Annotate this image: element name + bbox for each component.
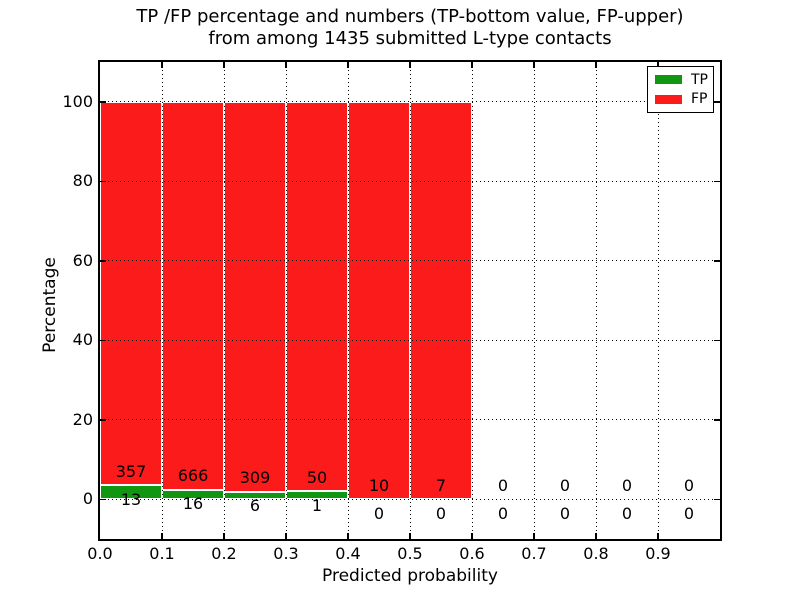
- y-tick-label: 20: [72, 409, 93, 429]
- fp-count-label: 357: [115, 461, 147, 481]
- legend-entry: FP: [655, 91, 708, 108]
- x-tick-mark-bottom: [347, 533, 349, 539]
- x-tick-mark-top: [533, 62, 535, 68]
- x-tick-mark-top: [161, 62, 163, 68]
- x-tick-mark-top: [409, 62, 411, 68]
- x-tick-label: 0.9: [645, 544, 671, 563]
- fp-bar: [410, 101, 472, 500]
- tp-count-label: 13: [120, 489, 142, 509]
- x-axis-label: Predicted probability: [322, 566, 498, 586]
- x-tick-label: 0.8: [583, 544, 609, 563]
- x-tick-mark-top: [657, 62, 659, 68]
- y-tick-mark-right: [714, 339, 720, 341]
- tp-count-label: 6: [249, 496, 261, 516]
- y-tick-mark-right: [714, 419, 720, 421]
- fp-bar: [348, 101, 410, 500]
- y-tick-label: 40: [72, 330, 93, 350]
- fp-bar: [286, 101, 348, 492]
- x-tick-label: 0.1: [149, 544, 175, 563]
- x-tick-mark-bottom: [471, 533, 473, 539]
- x-tick-mark-bottom: [657, 533, 659, 539]
- tp-count-label: 0: [435, 503, 447, 523]
- y-tick-mark-left: [100, 101, 106, 103]
- legend-entry: TP: [655, 71, 708, 88]
- tp-legend-swatch: [655, 75, 682, 85]
- legend-entry-label: TP: [691, 71, 708, 88]
- x-tick-label: 0.3: [273, 544, 299, 563]
- v-gridline: [409, 62, 411, 539]
- v-gridline: [595, 62, 597, 539]
- chart-title-line2: from among 1435 submitted L-type contact…: [208, 28, 612, 49]
- x-tick-label: 0.0: [87, 544, 113, 563]
- x-tick-mark-top: [471, 62, 473, 68]
- y-tick-mark-left: [100, 180, 106, 182]
- y-tick-mark-right: [714, 260, 720, 262]
- x-tick-label: 0.4: [335, 544, 361, 563]
- fp-bar: [100, 101, 162, 486]
- legend-entry-label: FP: [691, 91, 708, 108]
- fp-bar: [162, 101, 224, 490]
- v-gridline: [533, 62, 535, 539]
- fp-legend-swatch: [655, 94, 682, 104]
- fp-count-label: 0: [559, 475, 571, 495]
- v-gridline: [161, 62, 163, 539]
- tp-count-label: 0: [373, 503, 385, 523]
- y-tick-mark-right: [714, 180, 720, 182]
- y-tick-mark-left: [100, 419, 106, 421]
- chart-title: TP /FP percentage and numbers (TP-bottom…: [100, 6, 720, 50]
- tp-count-label: 0: [621, 503, 633, 523]
- v-gridline: [471, 62, 473, 539]
- x-tick-mark-bottom: [595, 533, 597, 539]
- x-tick-label: 0.7: [521, 544, 547, 563]
- tp-count-label: 0: [559, 503, 571, 523]
- x-tick-label: 0.6: [459, 544, 485, 563]
- legend: TP FP: [647, 66, 714, 113]
- y-tick-label: 0: [82, 489, 93, 509]
- v-gridline: [657, 62, 659, 539]
- fp-bar: [224, 101, 286, 492]
- tp-count-label: 16: [182, 494, 204, 514]
- x-tick-mark-bottom: [223, 533, 225, 539]
- plot-area: 357 13 666 16 309 6 50 1 10 0 7 0 0 0 0 0 0 0 0 0 TP FP: [98, 60, 722, 541]
- x-tick-label: 0.5: [397, 544, 423, 563]
- fp-count-label: 10: [368, 475, 390, 495]
- fp-count-label: 50: [306, 467, 328, 487]
- x-tick-mark-bottom: [161, 533, 163, 539]
- x-tick-mark-bottom: [533, 533, 535, 539]
- y-tick-mark-left: [100, 498, 106, 500]
- v-gridline: [285, 62, 287, 539]
- tp-count-label: 0: [683, 503, 695, 523]
- v-gridline: [223, 62, 225, 539]
- y-tick-label: 60: [72, 250, 93, 270]
- y-tick-mark-right: [714, 498, 720, 500]
- x-tick-mark-top: [285, 62, 287, 68]
- fp-count-label: 0: [497, 475, 509, 495]
- fp-count-label: 666: [177, 466, 209, 486]
- x-tick-mark-bottom: [285, 533, 287, 539]
- tp-count-label: 1: [311, 495, 323, 515]
- y-tick-label: 80: [72, 171, 93, 191]
- y-tick-mark-right: [714, 101, 720, 103]
- fp-count-label: 0: [621, 475, 633, 495]
- x-tick-mark-bottom: [409, 533, 411, 539]
- y-tick-label: 100: [62, 91, 93, 111]
- fp-count-label: 309: [239, 468, 271, 488]
- fp-count-label: 0: [683, 475, 695, 495]
- fp-count-label: 7: [435, 475, 447, 495]
- chart-title-line1: TP /FP percentage and numbers (TP-bottom…: [136, 6, 684, 27]
- x-tick-mark-top: [347, 62, 349, 68]
- v-gridline: [347, 62, 349, 539]
- tp-count-label: 0: [497, 503, 509, 523]
- y-tick-mark-left: [100, 339, 106, 341]
- x-tick-mark-top: [223, 62, 225, 68]
- x-tick-label: 0.2: [211, 544, 237, 563]
- y-tick-mark-left: [100, 260, 106, 262]
- x-tick-mark-top: [595, 62, 597, 68]
